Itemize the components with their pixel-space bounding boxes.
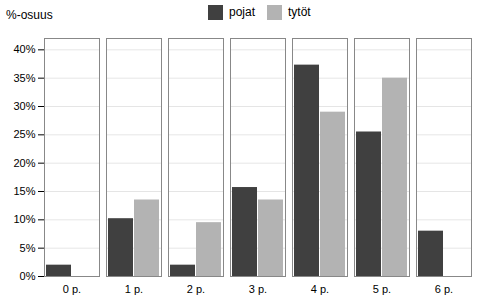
svg-text:5 p.: 5 p.	[373, 283, 391, 295]
svg-text:1 p.: 1 p.	[125, 283, 143, 295]
html-text:tytöt: tytöt	[288, 5, 311, 19]
svg-text:0 p.: 0 p.	[63, 283, 81, 295]
svg-text:40%: 40%	[13, 43, 35, 55]
html-text:%-osuus: %-osuus	[6, 8, 53, 22]
svg-text:35%: 35%	[13, 72, 35, 84]
svg-text:6 p.: 6 p.	[435, 283, 453, 295]
svg-text:4 p.: 4 p.	[311, 283, 329, 295]
svg-text:30%: 30%	[13, 100, 35, 112]
svg-text:25%: 25%	[13, 128, 35, 140]
svg-text:2 p.: 2 p.	[187, 283, 205, 295]
svg-text:0%: 0%	[20, 270, 36, 282]
svg-text:3 p.: 3 p.	[249, 283, 267, 295]
svg-text:20%: 20%	[13, 157, 35, 169]
html-text:pojat: pojat	[229, 5, 255, 19]
svg-text:10%: 10%	[13, 213, 35, 225]
svg-text:15%: 15%	[13, 185, 35, 197]
svg-text:5%: 5%	[20, 242, 36, 254]
